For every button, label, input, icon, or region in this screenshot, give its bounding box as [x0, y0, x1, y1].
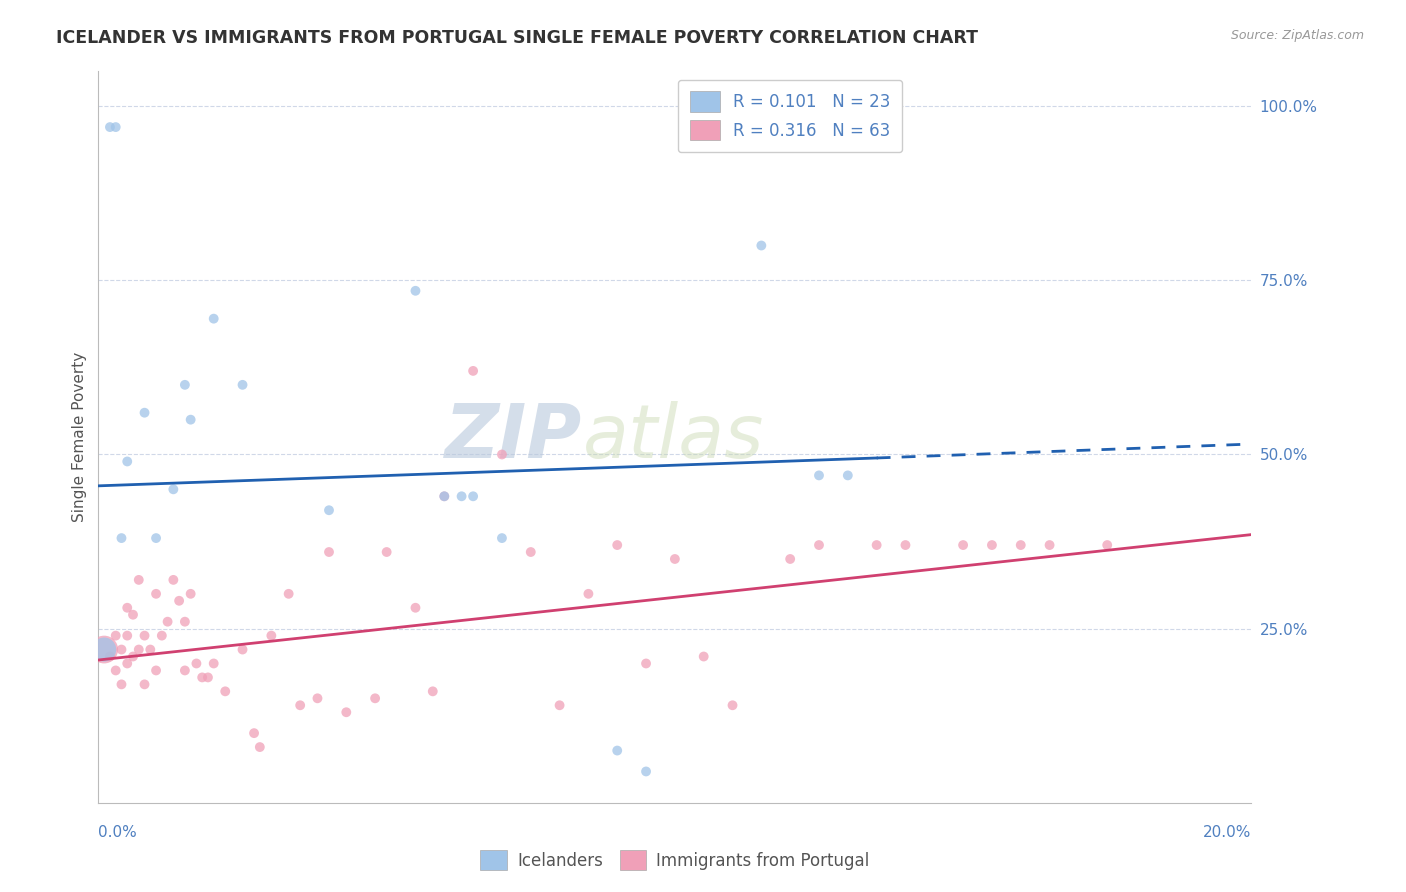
Point	[104, 629, 127, 643]
Text: atlas: atlas	[582, 401, 763, 473]
Point	[145, 587, 167, 601]
Point	[461, 489, 484, 503]
Point	[260, 629, 283, 643]
Point	[606, 743, 628, 757]
Point	[422, 684, 444, 698]
Point	[104, 664, 127, 678]
Point	[364, 691, 387, 706]
Point	[290, 698, 312, 713]
Point	[110, 642, 132, 657]
Point	[117, 600, 139, 615]
Point	[214, 684, 236, 698]
Point	[981, 538, 1004, 552]
Point	[180, 587, 202, 601]
Point	[231, 642, 254, 657]
Point	[174, 615, 197, 629]
Point	[202, 311, 225, 326]
Point	[807, 468, 830, 483]
Point	[491, 531, 513, 545]
Point	[145, 664, 167, 678]
Point	[807, 538, 830, 552]
Point	[104, 120, 127, 134]
Point	[134, 406, 156, 420]
Point	[1010, 538, 1032, 552]
Text: 0.0%: 0.0%	[98, 825, 138, 840]
Point	[335, 705, 357, 719]
Point	[1038, 538, 1062, 552]
Point	[1097, 538, 1119, 552]
Point	[952, 538, 974, 552]
Point	[243, 726, 266, 740]
Point	[202, 657, 225, 671]
Point	[405, 284, 427, 298]
Point	[191, 670, 214, 684]
Text: ZIP: ZIP	[446, 401, 582, 474]
Point	[117, 657, 139, 671]
Point	[186, 657, 208, 671]
Point	[98, 120, 121, 134]
Point	[375, 545, 398, 559]
Point	[578, 587, 600, 601]
Point	[636, 764, 658, 779]
Point	[461, 364, 484, 378]
Point	[520, 545, 543, 559]
Text: 20.0%: 20.0%	[1204, 825, 1251, 840]
Point	[277, 587, 299, 601]
Point	[837, 468, 859, 483]
Point	[405, 600, 427, 615]
Point	[167, 594, 190, 608]
Point	[751, 238, 773, 252]
Point	[249, 740, 271, 755]
Point	[117, 454, 139, 468]
Point	[145, 531, 167, 545]
Point	[231, 377, 254, 392]
Point	[779, 552, 801, 566]
Text: Source: ZipAtlas.com: Source: ZipAtlas.com	[1230, 29, 1364, 42]
Y-axis label: Single Female Poverty: Single Female Poverty	[72, 352, 87, 522]
Point	[636, 657, 658, 671]
Point	[93, 642, 115, 657]
Legend: Icelanders, Immigrants from Portugal: Icelanders, Immigrants from Portugal	[472, 841, 877, 879]
Point	[894, 538, 917, 552]
Point	[110, 677, 132, 691]
Point	[156, 615, 179, 629]
Point	[180, 412, 202, 426]
Point	[134, 677, 156, 691]
Point	[450, 489, 472, 503]
Point	[122, 649, 145, 664]
Point	[150, 629, 173, 643]
Point	[134, 629, 156, 643]
Text: ICELANDER VS IMMIGRANTS FROM PORTUGAL SINGLE FEMALE POVERTY CORRELATION CHART: ICELANDER VS IMMIGRANTS FROM PORTUGAL SI…	[56, 29, 979, 46]
Point	[664, 552, 686, 566]
Point	[318, 545, 340, 559]
Point	[110, 531, 132, 545]
Point	[491, 448, 513, 462]
Point	[174, 377, 197, 392]
Point	[122, 607, 145, 622]
Point	[197, 670, 219, 684]
Point	[128, 642, 150, 657]
Point	[693, 649, 716, 664]
Point	[174, 664, 197, 678]
Point	[162, 483, 184, 497]
Point	[128, 573, 150, 587]
Point	[433, 489, 456, 503]
Point	[606, 538, 628, 552]
Point	[721, 698, 744, 713]
Point	[117, 629, 139, 643]
Point	[548, 698, 571, 713]
Point	[433, 489, 456, 503]
Point	[318, 503, 340, 517]
Point	[162, 573, 184, 587]
Point	[139, 642, 162, 657]
Point	[866, 538, 889, 552]
Point	[93, 642, 115, 657]
Point	[98, 649, 121, 664]
Point	[307, 691, 329, 706]
